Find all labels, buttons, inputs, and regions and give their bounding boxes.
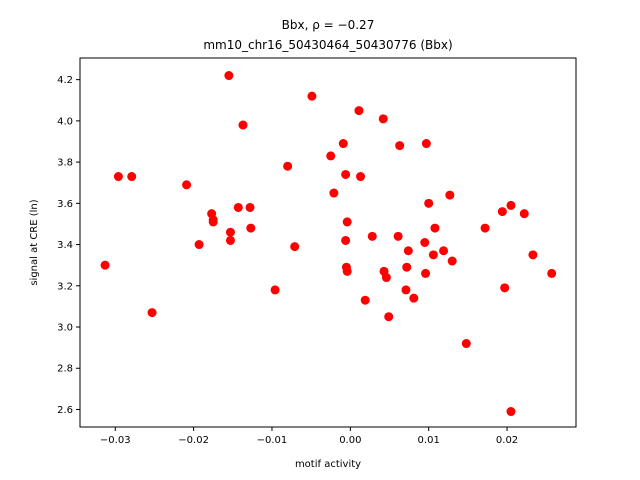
chart-title-line2: mm10_chr16_50430464_50430776 (Bbx) (203, 38, 452, 52)
y-tick-label-1: 2.8 (57, 364, 73, 375)
data-point-43 (421, 268, 431, 278)
data-point-12 (233, 202, 243, 212)
x-tick-label-3: 0.00 (339, 435, 361, 446)
data-point-27 (342, 266, 352, 276)
data-point-10 (225, 227, 235, 237)
data-point-40 (403, 246, 413, 256)
y-tick-label-2: 3.0 (57, 323, 73, 334)
data-point-21 (329, 188, 339, 198)
data-point-53 (497, 207, 507, 217)
data-point-59 (547, 268, 557, 278)
y-tick-label-0: 2.6 (57, 405, 73, 416)
data-point-44 (421, 139, 431, 149)
data-point-42 (420, 238, 430, 247)
data-point-15 (246, 223, 256, 233)
y-tick-label-3: 3.2 (57, 281, 73, 292)
data-point-5 (194, 240, 204, 250)
data-point-24 (341, 235, 351, 245)
data-point-11 (225, 235, 235, 245)
data-point-3 (147, 308, 157, 318)
data-point-13 (238, 120, 248, 130)
data-point-54 (500, 283, 510, 293)
x-tick-label-5: 0.02 (496, 435, 518, 446)
data-point-2 (127, 172, 137, 182)
data-point-39 (402, 262, 412, 272)
data-point-18 (290, 242, 300, 252)
data-point-55 (506, 200, 516, 210)
data-point-1 (113, 172, 123, 182)
data-point-17 (283, 161, 293, 171)
data-point-36 (393, 231, 403, 241)
data-point-38 (401, 285, 411, 295)
y-axis-ticks: 2.6 2.8 3.0 3.2 3.4 3.6 3.8 4.0 4.2 (57, 75, 80, 416)
y-tick-label-8: 4.2 (57, 75, 73, 86)
data-point-29 (356, 172, 366, 182)
data-point-49 (445, 190, 455, 200)
data-point-58 (528, 250, 538, 260)
data-point-51 (461, 339, 471, 349)
y-axis-label: signal at CRE (ln) (29, 199, 40, 285)
data-point-32 (378, 114, 388, 124)
y-tick-label-5: 3.6 (57, 199, 73, 210)
data-point-26 (342, 217, 352, 227)
data-point-46 (428, 250, 438, 260)
data-point-4 (182, 180, 192, 190)
data-point-57 (519, 209, 529, 219)
data-points (100, 71, 557, 417)
data-point-22 (338, 139, 348, 149)
data-point-48 (439, 246, 449, 256)
data-point-50 (447, 256, 457, 266)
x-axis-ticks: −0.03 −0.02 −0.01 0.00 0.01 0.02 (100, 427, 518, 446)
x-tick-label-0: −0.03 (100, 435, 131, 446)
x-axis-label: motif activity (295, 459, 361, 470)
data-point-37 (395, 141, 405, 151)
data-point-14 (245, 202, 255, 212)
data-point-20 (326, 151, 336, 161)
plot-frame (79, 57, 577, 428)
x-tick-label-4: 0.01 (418, 435, 440, 446)
y-tick-label-7: 4.0 (57, 116, 73, 127)
data-point-23 (341, 169, 351, 179)
data-point-30 (360, 295, 370, 305)
data-point-56 (506, 407, 516, 417)
data-point-28 (354, 106, 364, 116)
data-point-45 (424, 198, 434, 208)
data-point-8 (208, 215, 218, 225)
chart-title-line1: Bbx, ρ = −0.27 (282, 18, 375, 32)
data-point-31 (367, 231, 377, 241)
y-tick-label-6: 3.8 (57, 158, 73, 169)
data-point-47 (430, 223, 440, 233)
data-point-52 (480, 223, 490, 233)
data-point-34 (381, 273, 391, 283)
y-tick-label-4: 3.4 (57, 240, 73, 251)
data-point-16 (270, 285, 280, 295)
data-point-9 (224, 71, 234, 81)
x-tick-label-2: −0.01 (257, 435, 288, 446)
data-point-0 (100, 260, 110, 270)
data-point-35 (384, 312, 394, 322)
data-point-41 (409, 293, 419, 303)
data-point-19 (307, 91, 317, 101)
x-tick-label-1: −0.02 (178, 435, 209, 446)
